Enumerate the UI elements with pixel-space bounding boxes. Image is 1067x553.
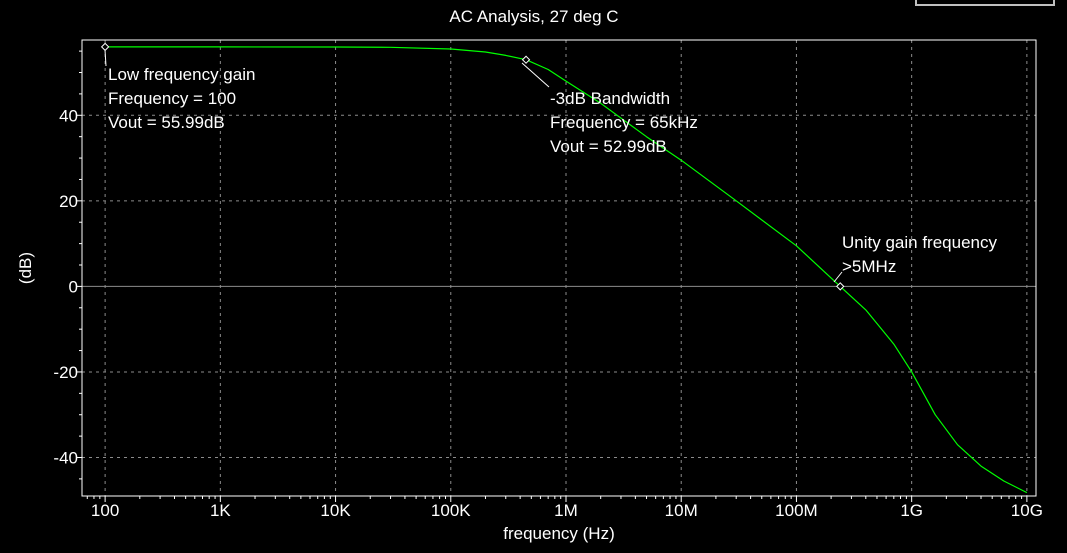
y-tick-label: -20 xyxy=(53,363,78,382)
annotation-text: -3dB Bandwidth xyxy=(550,89,670,108)
data-marker xyxy=(836,282,845,291)
y-tick-label: -40 xyxy=(53,449,78,468)
y-tick-label: 20 xyxy=(59,192,78,211)
y-tick-label: 0 xyxy=(69,277,78,296)
gain-trace xyxy=(105,46,1028,494)
plot-frame xyxy=(81,39,1037,497)
y-axis-ticks: 40 20 0 -20 -40 xyxy=(53,50,82,480)
trace xyxy=(105,46,1028,494)
x-tick-label: 1G xyxy=(900,501,923,520)
x-tick-label: 100M xyxy=(775,501,818,520)
annotation-text: Unity gain frequency xyxy=(842,233,997,252)
data-marker xyxy=(521,55,531,64)
x-tick-label: 1M xyxy=(554,501,578,520)
chart-title: AC Analysis, 27 deg C xyxy=(449,7,618,26)
x-tick-label: 10M xyxy=(665,501,698,520)
annotations: Low frequency gain Frequency = 100 Vout = … xyxy=(104,49,997,283)
data-marker xyxy=(100,42,110,52)
annotation-leader xyxy=(104,49,107,67)
x-tick-label: 10G xyxy=(1011,501,1043,520)
y-axis-label: (dB) xyxy=(16,252,35,284)
grid xyxy=(82,40,1036,496)
annotation-text: Frequency = 100 xyxy=(108,89,236,108)
annotation-text: Vout = 55.99dB xyxy=(108,113,225,132)
x-tick-label: 100 xyxy=(91,501,119,520)
annotation-text: >5MHz xyxy=(842,257,896,276)
annotation-text: Low frequency gain xyxy=(108,65,255,84)
x-tick-label: 10K xyxy=(320,501,351,520)
x-axis-label: frequency (Hz) xyxy=(503,524,614,543)
x-axis-ticks: 100 1K 10K 100K 1M 10M 100M 1G 10G xyxy=(86,496,1043,520)
y-tick-label: 40 xyxy=(59,106,78,125)
x-tick-label: 100K xyxy=(431,501,471,520)
annotation-text: Vout = 52.99dB xyxy=(550,137,667,156)
annotation-leader xyxy=(833,271,843,283)
annotation-leader xyxy=(521,62,550,88)
legend-box xyxy=(915,0,1055,6)
annotation-text: Frequency = 65kHz xyxy=(550,113,698,132)
x-tick-label: 1K xyxy=(210,501,231,520)
